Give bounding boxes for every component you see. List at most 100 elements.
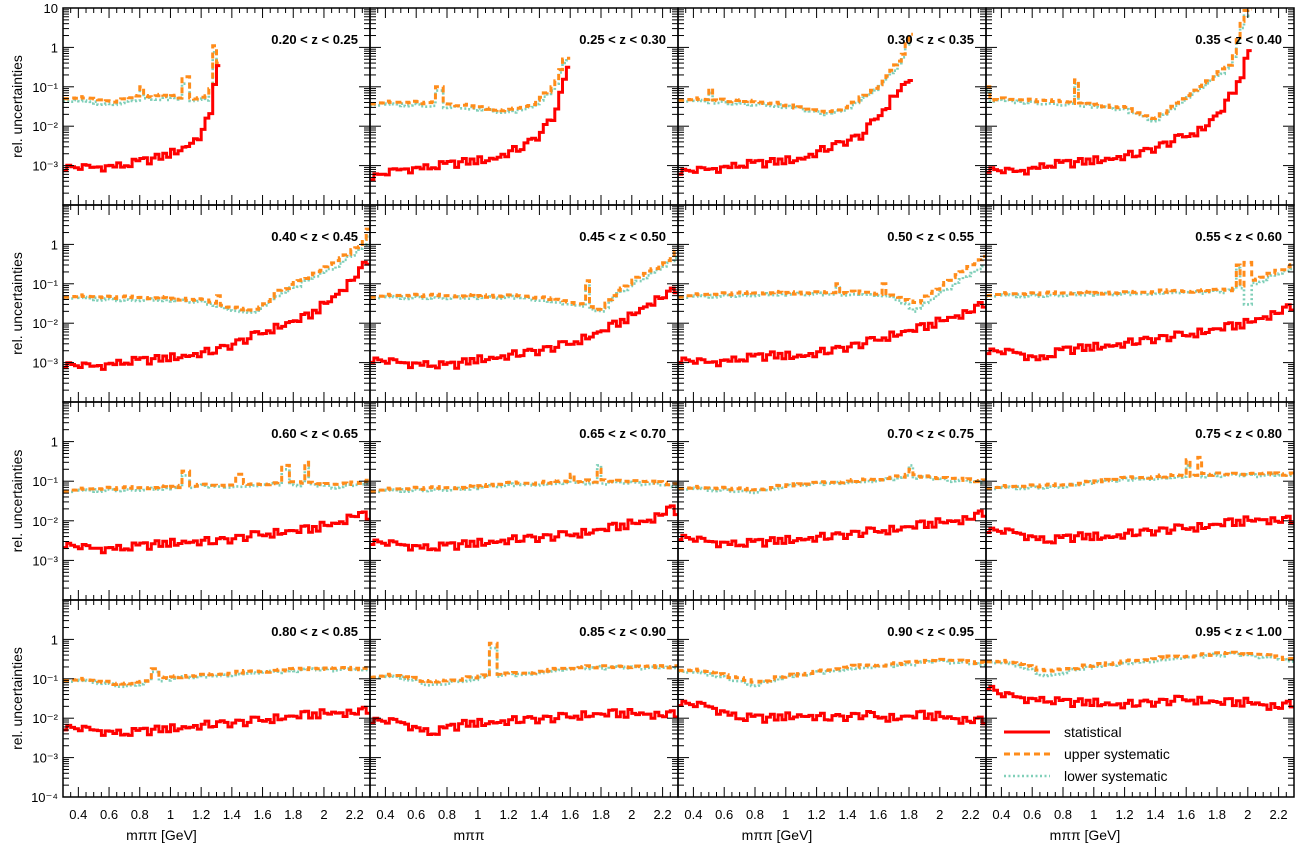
y-axis-label: rel. uncertainties [9, 252, 25, 355]
x-tick-label: 1.8 [900, 807, 918, 822]
y-tick-label: 10 [44, 1, 58, 16]
panel-14: 0.85 < z < 0.90 [369, 599, 679, 798]
upper-systematic-line [370, 249, 678, 312]
upper-systematic-line [63, 44, 221, 104]
statistical-line [678, 509, 986, 549]
x-tick-label: 0.4 [684, 807, 702, 822]
panel-label: 0.90 < z < 0.95 [887, 624, 974, 639]
statistical-line [63, 510, 370, 555]
statistical-line [63, 260, 370, 371]
upper-systematic-line [986, 260, 1294, 297]
x-tick-label: 1.6 [254, 807, 272, 822]
upper-systematic-line [986, 650, 1294, 673]
statistical-line [678, 699, 986, 726]
x-tick-label: 1 [474, 807, 481, 822]
y-tick-label: 10⁻² [32, 119, 58, 134]
statistical-line [370, 65, 571, 182]
y-tick-label: 10⁻² [32, 316, 58, 331]
upper-systematic-line [370, 641, 678, 684]
statistical-line [370, 286, 678, 370]
lower-systematic-line [678, 39, 913, 117]
x-tick-label: 1.6 [869, 807, 887, 822]
upper-systematic-line [678, 657, 986, 684]
x-tick-label: 1 [1090, 807, 1097, 822]
lower-systematic-line [678, 659, 986, 688]
statistical-line [986, 303, 1294, 362]
upper-systematic-line [63, 227, 370, 312]
upper-systematic-line [370, 467, 678, 493]
x-tick-label: 0.6 [1023, 807, 1041, 822]
panel-7: 0.50 < z < 0.55 [677, 204, 987, 403]
panel-6: 0.45 < z < 0.50 [369, 204, 679, 403]
legend-label: lower systematic [1064, 768, 1167, 784]
panel-label: 0.75 < z < 0.80 [1195, 426, 1282, 441]
x-tick-label: 2 [936, 807, 943, 822]
x-tick-label: 1.2 [500, 807, 518, 822]
lower-systematic-line [63, 667, 370, 689]
statistical-line [986, 514, 1294, 545]
y-axis-label: rel. uncertainties [9, 450, 25, 553]
x-tick-label: 1.2 [1116, 807, 1134, 822]
statistical-line [370, 708, 678, 736]
x-tick-label: 1.4 [223, 807, 241, 822]
upper-systematic-line [986, 455, 1294, 491]
y-tick-label: 10⁻¹ [32, 277, 58, 292]
legend-label: statistical [1064, 724, 1122, 740]
y-tick-label: 10⁻⁴ [31, 790, 58, 805]
y-tick-label: 10⁻¹ [32, 672, 58, 687]
x-axis-label: mππ [GeV] [742, 827, 813, 843]
lower-systematic-line [370, 464, 678, 494]
x-tick-label: 1.8 [284, 807, 302, 822]
x-axis-label: mππ [GeV] [126, 827, 197, 843]
x-tick-label: 0.4 [376, 807, 394, 822]
x-tick-label: 1.4 [530, 807, 548, 822]
panel-label: 0.95 < z < 1.00 [1195, 624, 1282, 639]
panel-5: 0.40 < z < 0.45 [62, 204, 371, 403]
panel-8: 0.55 < z < 0.60 [985, 204, 1295, 403]
lower-systematic-line [986, 266, 1294, 306]
upper-systematic-line [986, 8, 1252, 120]
panel-15: 0.90 < z < 0.95 [677, 599, 987, 798]
panel-1: 0.20 < z < 0.25 [62, 7, 371, 206]
y-tick-label: 10⁻² [32, 711, 58, 726]
panel-12: 0.75 < z < 0.80 [985, 401, 1295, 601]
x-axis-label: mππ [454, 827, 485, 843]
upper-systematic-line [63, 665, 370, 686]
x-tick-label: 1 [782, 807, 789, 822]
panel-label: 0.45 < z < 0.50 [579, 229, 666, 244]
y-axis-label: rel. uncertainties [9, 55, 25, 158]
x-axis-label: mππ [GeV] [1050, 827, 1121, 843]
x-tick-label: 0.8 [746, 807, 764, 822]
x-tick-label: 2.2 [346, 807, 364, 822]
panel-label: 0.40 < z < 0.45 [271, 229, 358, 244]
x-tick-label: 2.2 [1270, 807, 1288, 822]
statistical-line [370, 504, 678, 552]
x-tick-label: 0.8 [1054, 807, 1072, 822]
panel-label: 0.65 < z < 0.70 [579, 426, 666, 441]
panel-2: 0.25 < z < 0.30 [369, 7, 679, 206]
y-tick-label: 1 [51, 237, 58, 252]
panel-10: 0.65 < z < 0.70 [369, 401, 679, 601]
upper-systematic-line [370, 56, 571, 113]
x-tick-label: 2 [320, 807, 327, 822]
panel-label: 0.85 < z < 0.90 [579, 624, 666, 639]
x-tick-label: 0.8 [131, 807, 149, 822]
panel-label: 0.80 < z < 0.85 [271, 624, 358, 639]
statistical-line [986, 49, 1252, 176]
lower-systematic-line [370, 59, 571, 114]
panel-4: 0.35 < z < 0.40 [985, 7, 1295, 206]
y-tick-label: 10⁻³ [32, 159, 58, 174]
upper-systematic-line [63, 460, 370, 493]
panel-label: 0.30 < z < 0.35 [887, 32, 974, 47]
panel-label: 0.60 < z < 0.65 [271, 426, 358, 441]
panel-label: 0.20 < z < 0.25 [271, 32, 358, 47]
upper-systematic-line [678, 467, 986, 492]
statistical-line [63, 64, 221, 173]
upper-systematic-line [678, 32, 913, 114]
x-tick-label: 2.2 [654, 807, 672, 822]
x-tick-label: 0.4 [992, 807, 1010, 822]
y-tick-label: 10⁻² [32, 514, 58, 529]
legend: statistical upper systematic lower systema… [1004, 724, 1170, 784]
panel-label: 0.55 < z < 0.60 [1195, 229, 1282, 244]
